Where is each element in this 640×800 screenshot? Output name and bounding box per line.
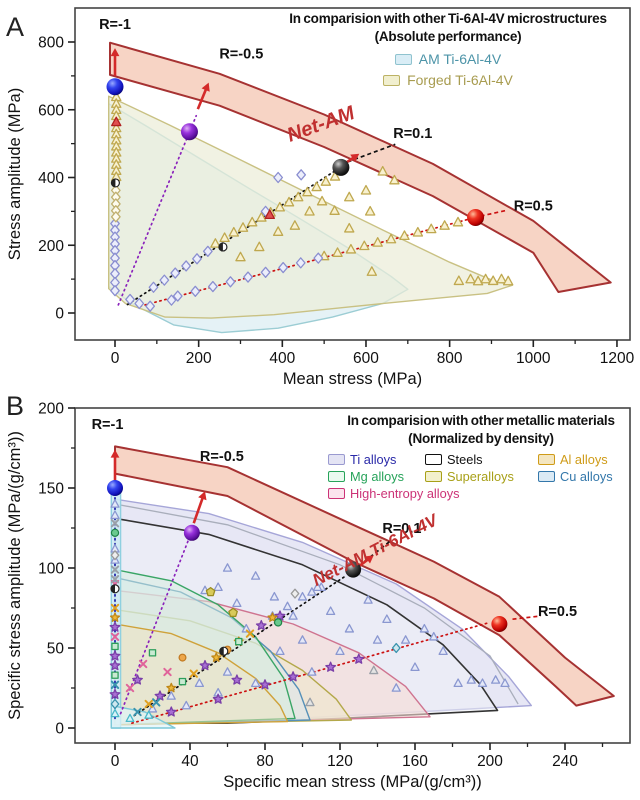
plot-frame bbox=[74, 407, 631, 744]
svg-text:40: 40 bbox=[181, 753, 199, 770]
svg-text:600: 600 bbox=[38, 102, 64, 119]
r-ratio-label: R=0.5 bbox=[514, 199, 553, 215]
al-gold-crosses bbox=[110, 603, 255, 709]
svg-text:800: 800 bbox=[38, 35, 64, 52]
red-arrowhead bbox=[110, 48, 120, 57]
cu-teal-diamonds bbox=[110, 642, 401, 710]
svg-text:120: 120 bbox=[327, 753, 353, 770]
r-ratio-label: R=-0.5 bbox=[219, 46, 263, 62]
r-ratio-label: R=0.5 bbox=[538, 604, 577, 620]
sphere-R=-1 bbox=[107, 480, 123, 496]
rline-ext-R=0.5 bbox=[480, 209, 507, 217]
steel-half-circles bbox=[110, 584, 229, 656]
rline-R=0.5 bbox=[131, 621, 491, 725]
region-netam-band bbox=[114, 445, 615, 707]
gray-diamonds bbox=[110, 550, 300, 599]
mg-green-circles bbox=[110, 528, 283, 627]
svg-text:160: 160 bbox=[402, 753, 428, 770]
svg-text:50: 50 bbox=[47, 641, 65, 658]
svg-text:1000: 1000 bbox=[516, 350, 551, 367]
silver-crosses bbox=[110, 519, 120, 584]
hea-purple-stars bbox=[109, 610, 365, 717]
r-ratio-label: R=0.1 bbox=[382, 521, 421, 537]
steel-gray-triangles bbox=[305, 665, 379, 707]
sphere-R=0.1 bbox=[345, 561, 362, 578]
red-arrow bbox=[192, 497, 204, 524]
svg-text:200: 200 bbox=[477, 753, 503, 770]
sphere-R=-0.5 bbox=[180, 123, 198, 141]
r-ratio-label: R=0.1 bbox=[393, 126, 432, 142]
svg-text:0: 0 bbox=[111, 350, 120, 367]
red-arrowhead bbox=[198, 491, 207, 501]
svg-text:0: 0 bbox=[55, 721, 64, 738]
panel-letter-B: B bbox=[6, 391, 24, 421]
region-cyan-wedge bbox=[110, 704, 176, 729]
y-axis-label: Stress amplitude (MPa) bbox=[6, 88, 24, 260]
sphere-R=0.1 bbox=[332, 158, 350, 176]
svg-text:150: 150 bbox=[38, 481, 64, 498]
line-am-ti64-normalized bbox=[114, 503, 519, 705]
rline-R=-0.5 bbox=[117, 114, 198, 306]
x-axis-label: Specific mean stress (MPa/(g/cm³)) bbox=[223, 773, 482, 791]
red-arrowhead bbox=[201, 82, 210, 92]
r-ratio-label: R=-1 bbox=[92, 417, 124, 433]
r-ratio-label: R=-0.5 bbox=[200, 449, 244, 465]
sphere-R=0.5 bbox=[491, 616, 508, 632]
superalloy-pentagons bbox=[205, 586, 238, 618]
rline-R=0.1 bbox=[129, 575, 347, 720]
red-arrowhead bbox=[364, 555, 374, 564]
r-ratio-label: R=-1 bbox=[99, 17, 131, 33]
y-axis-label: Specific stress amplitude (MPa/(g/cm³)) bbox=[6, 431, 24, 720]
svg-text:400: 400 bbox=[269, 350, 295, 367]
red-arrow bbox=[357, 558, 369, 568]
red-arrowhead bbox=[350, 153, 360, 162]
svg-text:80: 80 bbox=[256, 753, 274, 770]
axis-ticks: 0 40 80 120 160 200 240 0 50 100 150 200 bbox=[38, 401, 604, 770]
svg-text:600: 600 bbox=[353, 350, 379, 367]
svg-text:800: 800 bbox=[437, 350, 463, 367]
ti-alloy-triangles bbox=[110, 499, 510, 713]
rline-ext-R=0.1 bbox=[363, 540, 392, 563]
half-filled-circles bbox=[110, 178, 228, 252]
cyan-triangles bbox=[110, 708, 154, 723]
sphere-R=-1 bbox=[106, 78, 124, 96]
red-triangles bbox=[111, 116, 275, 220]
svg-text:400: 400 bbox=[38, 170, 64, 187]
plot-frame bbox=[74, 7, 631, 341]
axis-ticks: 0 200 400 600 800 1000 1200 0 200 400 600 800 bbox=[38, 35, 634, 368]
x-axis-label: Mean stress (MPa) bbox=[283, 370, 422, 388]
svg-text:200: 200 bbox=[186, 350, 212, 367]
svg-text:0: 0 bbox=[55, 306, 64, 323]
svg-text:1200: 1200 bbox=[600, 350, 635, 367]
mg-green-squares bbox=[111, 637, 243, 686]
svg-text:100: 100 bbox=[38, 561, 64, 578]
rline-ext-R=0.5 bbox=[512, 615, 541, 621]
forged-data-triangles bbox=[111, 91, 514, 286]
am-data-diamonds bbox=[110, 169, 324, 312]
region-netam-band bbox=[109, 41, 612, 293]
svg-text:200: 200 bbox=[38, 401, 64, 418]
forged-data-diamonds bbox=[110, 184, 121, 223]
sphere-R=-0.5 bbox=[183, 524, 200, 541]
svg-text:240: 240 bbox=[552, 753, 578, 770]
red-arrowhead bbox=[110, 449, 120, 458]
sphere-R=0.5 bbox=[467, 208, 485, 226]
cu-teal-crosses bbox=[110, 680, 161, 717]
superalloy-circles bbox=[178, 645, 232, 662]
red-arrow bbox=[196, 88, 208, 110]
panel-letter-A: A bbox=[6, 12, 24, 42]
svg-text:0: 0 bbox=[111, 753, 120, 770]
svg-text:200: 200 bbox=[38, 238, 64, 255]
